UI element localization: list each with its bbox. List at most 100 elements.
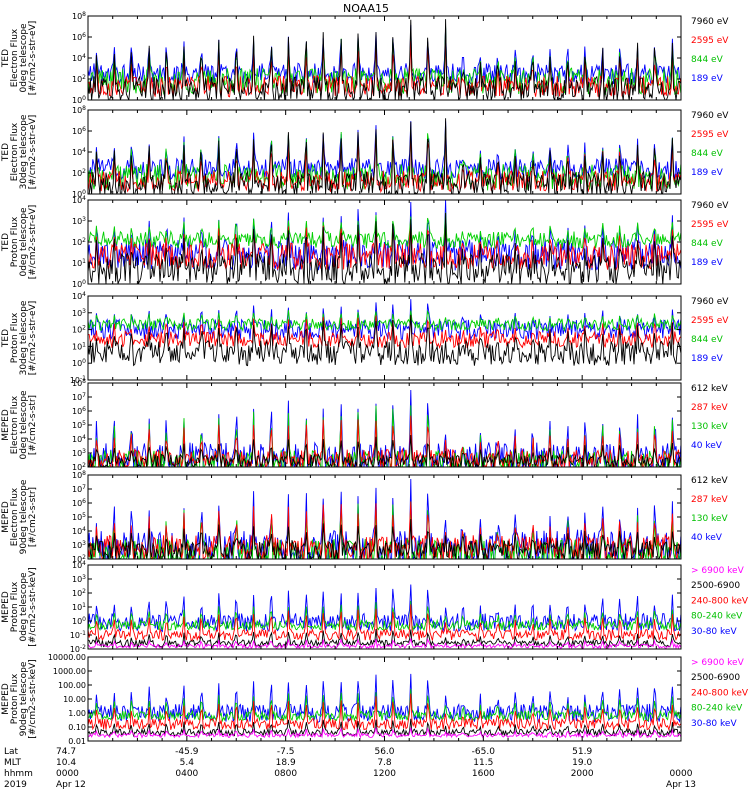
x-tick-value: -65.0 [472, 747, 496, 757]
y-axis-label: 90deg telescope [19, 479, 29, 554]
series-line [88, 688, 681, 723]
series-line [88, 604, 681, 643]
y-axis-label: 0deg telescope [19, 207, 29, 277]
panel-1: 100 102 104 106 108 TED Electron Flux 0deg tele… [1, 11, 729, 105]
y-axis-label: Electron Flux [10, 487, 20, 546]
x-tick-value: 0800 [274, 769, 297, 779]
x-tick-value: Apr 12 [56, 780, 86, 790]
series-line [88, 212, 681, 284]
x-tick-value: -45.9 [175, 747, 199, 757]
legend-entry: 844 eV [691, 335, 724, 345]
legend-entry: 189 eV [691, 354, 724, 364]
y-tick-label: 106 [72, 32, 86, 42]
x-tick-value: 2000 [571, 769, 594, 779]
series-line [88, 223, 681, 271]
panel-7: 10-2 10-1 100 101 102 103 104 MEPED Proton Flux 0… [1, 560, 749, 654]
legend-entry: 80-240 keV [691, 612, 743, 622]
legend-entry: 7960 eV [691, 201, 729, 211]
y-axis-label: MEPED [1, 501, 11, 533]
y-tick-label: 104 [72, 526, 86, 536]
y-tick-label: 106 [72, 406, 86, 416]
y-tick-label: 10.00 [63, 695, 86, 704]
legend-entry: 287 keV [691, 403, 728, 413]
legend-entry: 2595 eV [691, 36, 729, 46]
y-tick-label: 100 [72, 95, 86, 105]
y-tick-label: 105 [72, 512, 86, 522]
legend-entry: 30-80 keV [691, 627, 737, 637]
x-tick-value: 74.7 [56, 747, 76, 757]
y-tick-label: 102 [72, 554, 86, 564]
panel-4: 10-1 100 101 102 103 104 TED Proton Flux 30deg t… [1, 291, 729, 385]
legend-entry: 7960 eV [691, 111, 729, 121]
series-line [88, 600, 681, 632]
y-tick-label: 1.00 [68, 709, 86, 718]
x-tick-value: 19.0 [572, 758, 592, 768]
x-tick-value: 0000 [56, 769, 79, 779]
legend-entry: 2595 eV [691, 130, 729, 140]
y-tick-label: 104 [72, 291, 86, 301]
y-tick-label: 10-2 [70, 644, 86, 654]
y-tick-label: 10-1 [70, 375, 86, 385]
panel-6: 102 103 104 105 106 107 108 MEPED Electron Flux 9… [1, 470, 728, 564]
legend-entry: 240-800 keV [691, 688, 749, 698]
panel-frame [87, 564, 682, 650]
y-tick-label: 102 [72, 237, 86, 247]
legend-entry: > 6900 keV [691, 658, 745, 668]
y-tick-label: 100 [72, 358, 86, 368]
x-tick-value: Apr 13 [666, 780, 696, 790]
x-tick-value: 18.9 [276, 758, 296, 768]
series-line [88, 315, 681, 350]
y-axis-label: 30deg telescope [19, 114, 29, 189]
legend-entry: 130 keV [691, 422, 728, 432]
legend-entry: 844 eV [691, 55, 724, 65]
y-tick-label: 104 [72, 53, 86, 63]
y-axis-label: [#/cm2-s-str] [28, 395, 38, 455]
panel-3: 100 101 102 103 104 TED Proton Flux 0deg telesc… [1, 195, 729, 289]
x-tick-value: 1600 [472, 769, 495, 779]
y-tick-label: 103 [72, 448, 86, 458]
y-axis-label: TED [1, 143, 11, 162]
y-tick-label: 104 [72, 147, 86, 157]
legend-entry: 189 eV [691, 168, 724, 178]
legend-entry: 844 eV [691, 149, 724, 159]
x-row-label: 2019 [4, 780, 27, 790]
y-axis-label: MEPED [1, 683, 11, 715]
y-tick-label: 101 [72, 341, 86, 351]
y-axis-label: MEPED [1, 409, 11, 441]
y-tick-label: 106 [72, 498, 86, 508]
y-tick-label: 100 [72, 616, 86, 626]
legend-entry: 40 keV [691, 533, 723, 543]
legend-entry: 287 keV [691, 495, 728, 505]
y-tick-label: 108 [72, 470, 86, 480]
y-axis-label: [#/cm2-s-str] [28, 487, 38, 547]
y-tick-label: 104 [72, 434, 86, 444]
y-axis-label: Electron Flux [10, 122, 20, 181]
legend-entry: 612 keV [691, 384, 728, 394]
y-axis-label: Electron Flux [10, 395, 20, 454]
y-tick-label: 101 [72, 258, 86, 268]
y-tick-label: 102 [72, 325, 86, 335]
panel-2: 100 102 104 106 108 TED Electron Flux 30deg tel… [1, 105, 729, 199]
y-tick-label: 102 [72, 74, 86, 84]
y-axis-label: Proton Flux [10, 673, 20, 724]
series-line [88, 26, 681, 96]
y-axis-label: Proton Flux [10, 216, 20, 267]
y-tick-label: 107 [72, 484, 86, 494]
y-axis-label: 30deg telescope [19, 300, 29, 375]
y-tick-label: 103 [72, 216, 86, 226]
panel-frame [87, 656, 682, 742]
y-tick-label: 1000.00 [53, 667, 86, 676]
y-tick-label: 107 [72, 392, 86, 402]
y-axis-label: Electron Flux [10, 28, 20, 87]
y-tick-label: 0.01 [68, 737, 86, 746]
y-tick-label: 102 [72, 462, 86, 472]
x-tick-value: 51.9 [572, 747, 592, 757]
y-tick-label: 102 [72, 168, 86, 178]
y-tick-label: 103 [72, 574, 86, 584]
series-line [88, 314, 681, 367]
x-tick-value: -7.5 [277, 747, 295, 757]
series-line [88, 718, 681, 738]
y-axis-label: [#/cm2-s-str-keV] [28, 567, 38, 646]
